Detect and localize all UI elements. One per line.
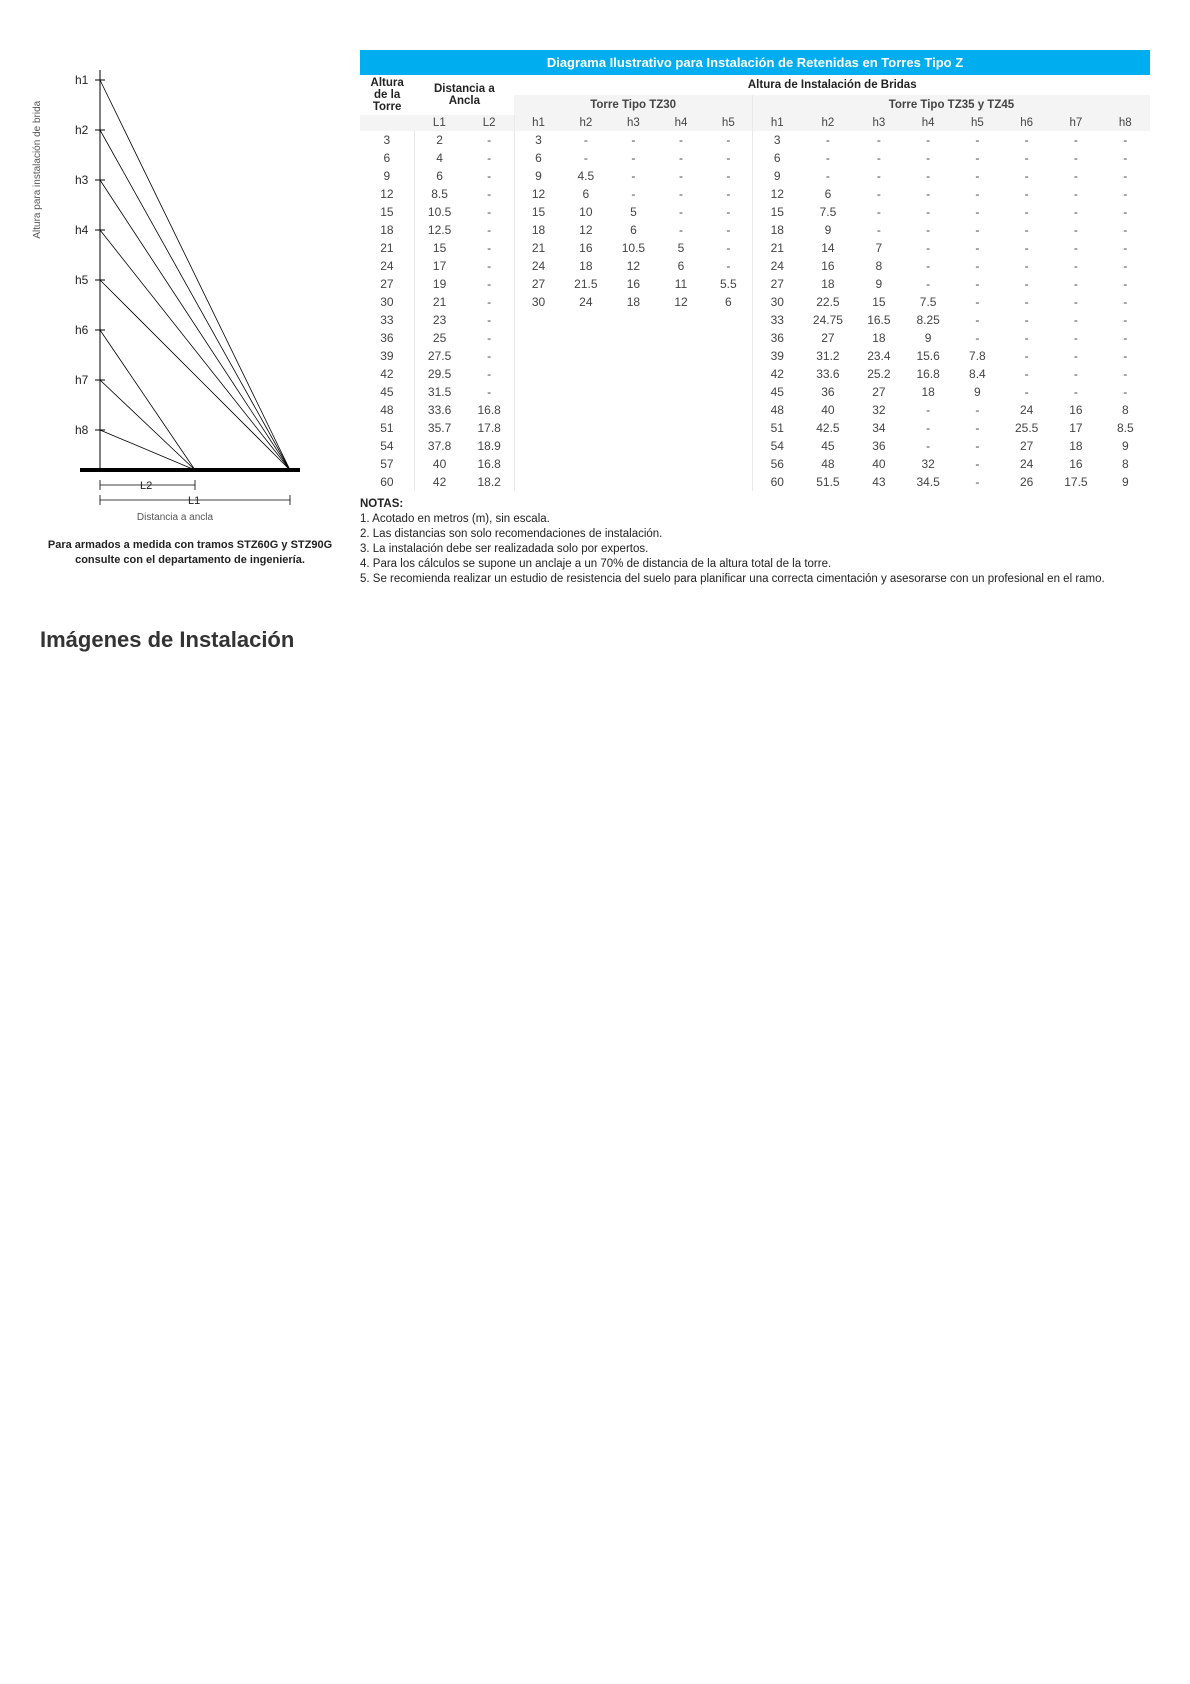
h3-label: h3 <box>75 173 89 187</box>
table-row: 2719-2721.516115.527189----- <box>360 275 1150 293</box>
table-row: 3323-3324.7516.58.25---- <box>360 311 1150 329</box>
table-row: 96-94.5---9------- <box>360 167 1150 185</box>
notes-block: NOTAS: 1. Acotado en metros (m), sin esc… <box>360 497 1150 587</box>
col- <box>360 115 414 131</box>
table-row: 4229.5-4233.625.216.88.4--- <box>360 365 1150 383</box>
h5-label: h5 <box>75 273 89 287</box>
h2-label: h2 <box>75 123 89 137</box>
col-h4: h4 <box>904 115 953 131</box>
table-row: 3021-3024181263022.5157.5---- <box>360 293 1150 311</box>
installation-table: Altura de la Torre Distancia a Ancla Alt… <box>360 75 1150 491</box>
col-h1: h1 <box>514 115 562 131</box>
table-row: 604218.26051.54334.5-2617.59 <box>360 473 1150 491</box>
table-row: 4531.5-453627189--- <box>360 383 1150 401</box>
h6-label: h6 <box>75 323 89 337</box>
col-h1: h1 <box>752 115 801 131</box>
col-h2: h2 <box>562 115 610 131</box>
x-axis-label: Distancia a ancla <box>40 512 310 523</box>
section-heading: Imágenes de Instalación <box>40 627 1150 653</box>
note-item: 1. Acotado en metros (m), sin escala. <box>360 512 1150 527</box>
table-row: 4833.616.8484032--24168 <box>360 401 1150 419</box>
hdr-altura: Altura de la Torre <box>360 75 414 115</box>
col-h7: h7 <box>1051 115 1100 131</box>
note-item: 2. Las distancias son solo recomendacion… <box>360 527 1150 542</box>
subhdr-tz3545: Torre Tipo TZ35 y TZ45 <box>752 95 1150 115</box>
l1-label: L1 <box>188 495 200 507</box>
subhdr-tz30: Torre Tipo TZ30 <box>514 95 752 115</box>
h8-label: h8 <box>75 423 89 437</box>
col-h3: h3 <box>610 115 658 131</box>
table-row: 32-3----3------- <box>360 131 1150 149</box>
table-row: 574016.856484032-24168 <box>360 455 1150 473</box>
note-item: 3. La instalación debe ser realizadada s… <box>360 542 1150 557</box>
hdr-distancia: Distancia a Ancla <box>414 75 514 115</box>
table-row: 64-6----6------- <box>360 149 1150 167</box>
table-column: Diagrama Ilustrativo para Instalación de… <box>360 50 1150 587</box>
table-row: 3625-3627189---- <box>360 329 1150 347</box>
table-row: 5437.818.9544536--27189 <box>360 437 1150 455</box>
y-axis-label: Altura para instalación de brida <box>32 101 43 239</box>
table-row: 128.5-126---126------ <box>360 185 1150 203</box>
col-h2: h2 <box>802 115 855 131</box>
table-row: 3927.5-3931.223.415.67.8--- <box>360 347 1150 365</box>
guy-wire-svg: h1 h2 h3 h4 h5 h6 h7 h8 L2 L1 <box>40 50 310 510</box>
col-L1: L1 <box>414 115 464 131</box>
col-h4: h4 <box>657 115 705 131</box>
col-h5: h5 <box>705 115 753 131</box>
table-row: 1812.5-18126--189------ <box>360 221 1150 239</box>
table-row: 2115-211610.55-21147----- <box>360 239 1150 257</box>
l2-label: L2 <box>140 480 152 492</box>
table-row: 5135.717.85142.534--25.5178.5 <box>360 419 1150 437</box>
diagram-note: Para armados a medida con tramos STZ60G … <box>40 538 340 568</box>
hdr-bridas: Altura de Instalación de Bridas <box>514 75 1150 95</box>
col-L2: L2 <box>464 115 514 131</box>
col-h5: h5 <box>953 115 1002 131</box>
h1-label: h1 <box>75 73 89 87</box>
h4-label: h4 <box>75 223 89 237</box>
table-row: 2417-2418126-24168----- <box>360 257 1150 275</box>
col-h8: h8 <box>1101 115 1150 131</box>
guy-wire-diagram: Altura para instalación de brida <box>40 50 310 510</box>
col-h6: h6 <box>1002 115 1051 131</box>
col-h3: h3 <box>854 115 903 131</box>
notes-title: NOTAS: <box>360 498 403 510</box>
note-item: 4. Para los cálculos se supone un anclaj… <box>360 557 1150 572</box>
note-item: 5. Se recomienda realizar un estudio de … <box>360 572 1150 587</box>
table-title: Diagrama Ilustrativo para Instalación de… <box>360 50 1150 75</box>
diagram-column: Altura para instalación de brida <box>40 50 340 568</box>
table-row: 1510.5-15105--157.5------ <box>360 203 1150 221</box>
h7-label: h7 <box>75 373 89 387</box>
